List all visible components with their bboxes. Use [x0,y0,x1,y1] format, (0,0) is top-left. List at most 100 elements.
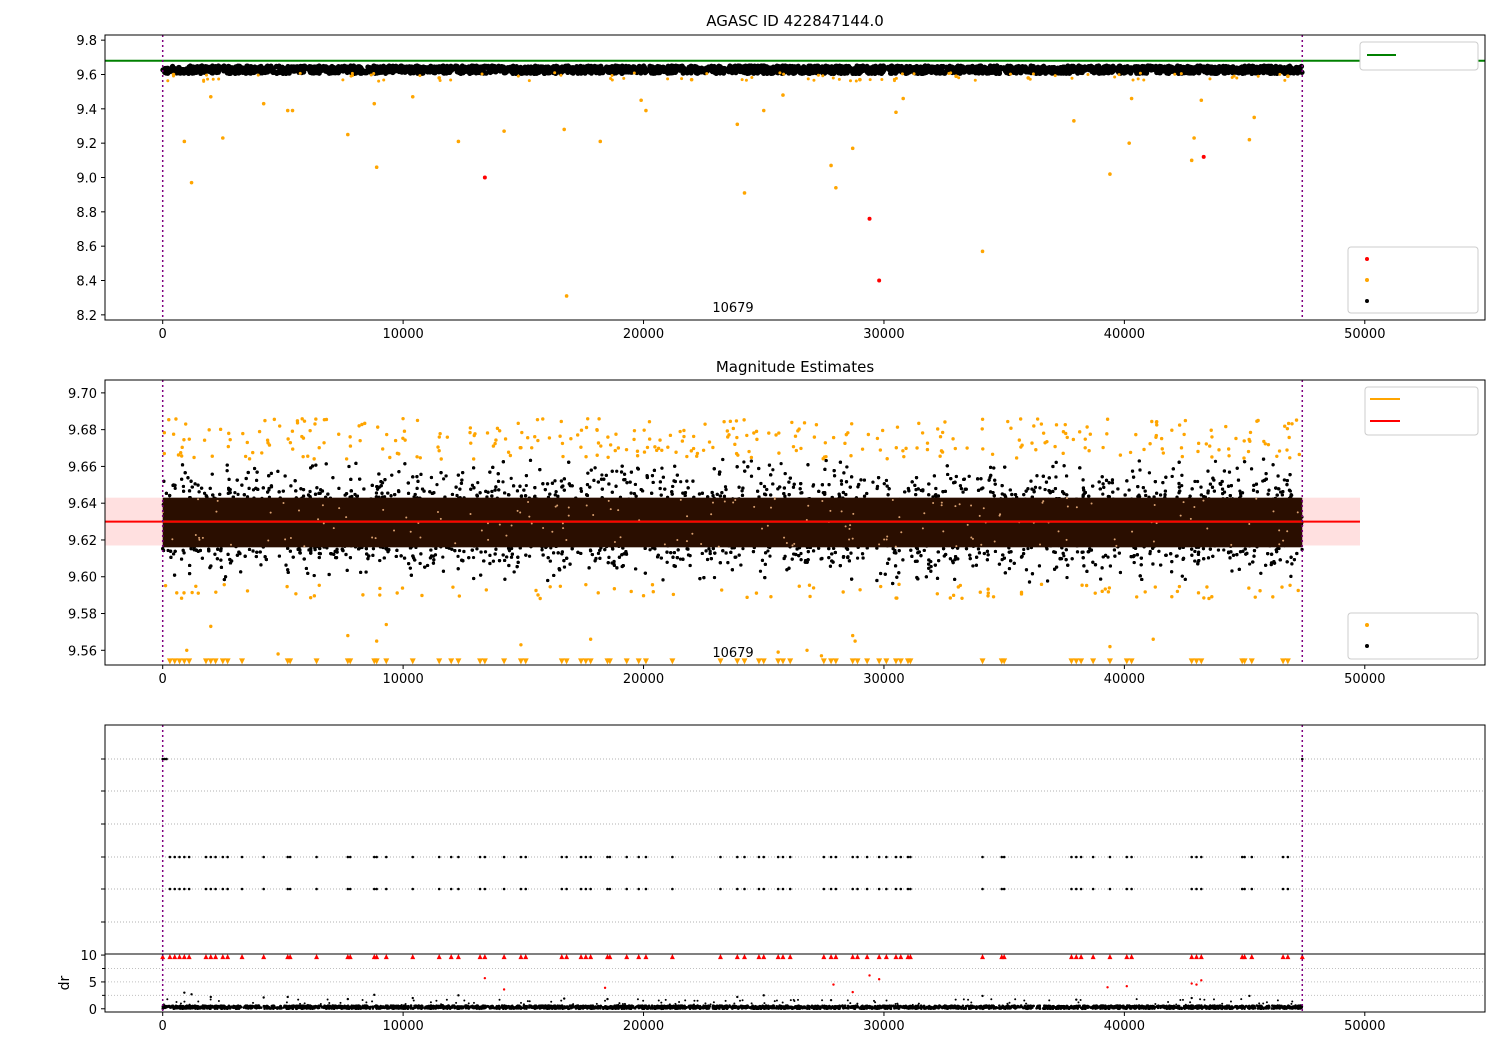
ok-point [1268,63,1274,69]
ok-point [233,491,237,495]
highlighted-point [834,186,838,190]
ok-point [292,68,298,74]
ok-point [747,65,754,71]
ok-point [259,70,265,76]
ok-point [980,66,986,72]
ok-point [531,68,537,75]
highlighted-point [1283,78,1287,82]
highlighted-point [261,101,266,106]
ok-point [678,557,683,561]
ok-point [844,70,850,76]
ok-point [309,70,315,76]
ok-point [559,64,565,70]
ok-point [583,67,589,73]
ok-point [679,480,683,484]
ok-point [470,483,475,487]
highlighted-point [1113,75,1117,79]
ok-point [187,63,193,69]
ok-point [513,65,519,71]
ok-point [1124,68,1130,74]
ok-point [806,69,812,76]
x-tick-label: 50000 [1344,327,1385,342]
ok-point [894,63,901,70]
ok-point [752,63,758,70]
highlighted-point [1026,76,1031,80]
ok-point [1050,67,1057,73]
ok-point [733,70,739,76]
ok-point [855,556,860,560]
highlighted-point [639,98,643,103]
ok-point [524,483,528,488]
ok-point [633,66,639,72]
ok-point [284,67,291,73]
ok-point [425,69,431,75]
ok-point [368,68,374,74]
legend-marker [1365,278,1369,282]
ok-point [638,64,644,70]
ok-point [600,473,604,477]
ok-point [522,64,528,70]
highlighted-point [377,79,381,83]
ok-point [235,63,241,69]
ok-point [695,67,701,74]
ok-point [1248,562,1252,566]
not-ok-point [867,216,872,221]
highlighted-point [1108,172,1112,176]
highlighted-point [622,76,626,80]
highlighted-point [973,78,977,82]
highlighted-point [812,78,816,82]
highlighted-point [456,139,461,144]
ok-point [435,483,439,487]
ok-point [1286,65,1293,72]
ok-point [1101,492,1105,496]
highlighted-point [418,74,422,78]
ok-point [797,70,804,76]
highlighted-point [831,76,835,80]
y-tick-label: 8.8 [76,206,97,221]
ok-point [176,64,182,71]
ok-point [799,551,803,556]
highlighted-point [372,101,377,106]
ok-point [905,68,911,74]
ok-point [771,65,778,71]
highlighted-point [372,71,376,75]
ok-point [921,64,927,70]
ok-point [442,477,446,481]
legend-box-status [1347,246,1479,314]
panel-1-annotation: 10679 [712,301,753,316]
highlighted-point [901,96,905,101]
highlighted-point [516,74,520,78]
ok-point [1208,70,1214,76]
legend-marker [1365,257,1369,261]
ok-point [1094,65,1100,71]
highlighted-point [374,165,379,169]
ok-point [387,67,393,73]
highlighted-point [1252,115,1256,120]
highlighted-point [816,73,820,77]
ok-point [254,65,260,71]
highlighted-point [221,136,225,140]
ok-point [989,64,995,70]
ok-point [673,65,679,71]
ok-point [1164,66,1170,73]
highlighted-point [1199,98,1204,103]
ok-point [1011,69,1017,75]
highlighted-point [610,78,614,82]
ok-point [811,66,817,72]
highlighted-point [778,71,782,75]
ok-point [732,63,738,69]
panel-2-title: Magnitude Estimates [716,358,874,376]
ok-point [400,68,407,75]
ok-point [579,69,585,76]
ok-point [224,66,230,73]
ok-point [374,66,380,72]
panel-1-frame [104,34,1486,321]
ok-point [1018,68,1024,74]
ok-point [915,70,921,77]
highlighted-point [350,71,354,75]
x-tick-label: 40000 [1104,327,1145,342]
ok-point [458,70,464,77]
ok-point [270,67,276,74]
ok-point [1215,66,1221,72]
panel-1-title: AGASC ID 422847144.0 [706,12,884,30]
